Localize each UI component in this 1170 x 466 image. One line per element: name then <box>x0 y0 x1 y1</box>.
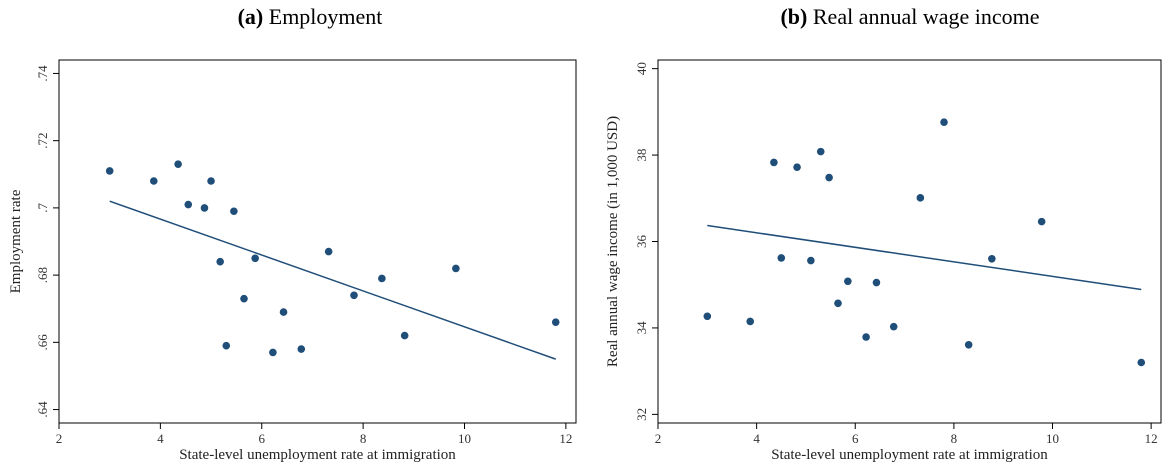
panel-b-data-point <box>889 322 898 331</box>
panel-b-data-point <box>872 278 881 287</box>
panel-a-x-axis-label: State-level unemployment rate at immigra… <box>179 447 456 463</box>
panel-b-data-point <box>825 173 833 182</box>
panel-a-y-tick-label: .68 <box>35 267 50 283</box>
panel-a-y-tick-label: .74 <box>35 65 50 82</box>
panel-a-data-point <box>200 204 209 212</box>
panel-a-tag: (a) <box>237 4 264 29</box>
panel-a-data-point <box>452 264 460 273</box>
panel-a-title-text: Employment <box>268 4 383 29</box>
panel-b-data-point <box>807 256 815 265</box>
panel-a-data-point <box>279 308 288 316</box>
panel-a-data-point <box>350 291 358 300</box>
panel-b-data-point <box>862 333 870 341</box>
panel-a-fit-line <box>109 200 556 360</box>
panel-a-data-point <box>184 200 193 209</box>
panel-a-y-tick-label: .66 <box>35 334 50 351</box>
panel-a-data-point <box>400 331 409 340</box>
panel-b-title: (b) Real annual wage income <box>660 4 1160 30</box>
panel-b-data-point <box>793 163 801 171</box>
panel-b-data-point <box>777 254 786 262</box>
panel-b-data-point <box>988 254 996 263</box>
panel-b-x-tick-label: 6 <box>852 431 859 446</box>
panel-a-x-tick-label: 12 <box>559 431 572 446</box>
panel-a-data-point <box>551 318 560 326</box>
panel-a-data-point <box>149 177 158 185</box>
panel-b-y-axis-label: Real annual wage income (in 1,000 USD) <box>605 116 621 367</box>
panel-b-data-point <box>964 340 973 349</box>
panel-a-x-tick-label: 4 <box>157 431 164 446</box>
panel-a-data-point <box>297 345 306 353</box>
panel-a-x-tick-label: 8 <box>360 431 367 446</box>
panel-b-data-point <box>1137 358 1146 367</box>
panel-a-data-point <box>174 160 182 168</box>
panel-a-plot-frame <box>58 59 577 424</box>
panel-a-y-tick-label: .7 <box>35 203 50 213</box>
panel-b-x-tick-label: 12 <box>1145 431 1158 446</box>
panel-a-title: (a) Employment <box>60 4 560 30</box>
panel-a-data-point <box>105 167 114 175</box>
panel-b-plot-frame <box>657 59 1162 424</box>
panel-b-data-point <box>916 194 925 202</box>
panel-b-data-point <box>816 147 825 156</box>
panel-a-data-point <box>230 207 238 216</box>
panel-b-title-text: Real annual wage income <box>812 4 1040 29</box>
panel-b-data-point <box>1037 217 1046 226</box>
panel-b-data-point <box>834 299 842 308</box>
panel-b-x-tick-label: 10 <box>1046 431 1059 446</box>
panel-a-y-axis-label: Employment rate <box>8 189 24 293</box>
panel-b-x-tick-label: 8 <box>951 431 958 446</box>
panel-b-data-point <box>844 277 852 286</box>
panel-b-x-tick-label: 4 <box>753 431 760 446</box>
panel-b-y-tick-label: 38 <box>634 149 649 162</box>
panel-b-data-point <box>703 312 712 321</box>
panel-a-y-tick-label: .64 <box>35 401 50 418</box>
panel-a-x-tick-label: 2 <box>56 431 63 446</box>
panel-a-data-point <box>207 177 215 185</box>
panel-b-data-point <box>940 118 948 127</box>
panel-a-data-point <box>240 294 248 303</box>
panel-a-x-tick-label: 6 <box>258 431 265 446</box>
panel-b-y-tick-label: 34 <box>634 321 649 335</box>
panel-b-y-tick-label: 36 <box>634 235 649 249</box>
panel-a-y-tick-label: .72 <box>35 133 50 149</box>
panel-a-data-point <box>378 274 386 283</box>
panel-b-y-tick-label: 40 <box>634 62 649 75</box>
panel-a-data-point <box>269 348 277 357</box>
panel-b-fit-line <box>707 224 1142 291</box>
panel-b-x-tick-label: 2 <box>655 431 662 446</box>
panel-b-y-tick-label: 32 <box>634 408 649 421</box>
panel-b-tag: (b) <box>780 4 808 29</box>
panel-a-data-point <box>222 341 231 350</box>
panel-b-x-axis-label: State-level unemployment rate at immigra… <box>771 447 1048 463</box>
panel-a-data-point <box>324 247 333 256</box>
panel-a-data-point <box>251 254 259 263</box>
panel-b-data-point <box>770 158 778 167</box>
panel-a-x-tick-label: 10 <box>458 431 471 446</box>
panel-a-data-point <box>216 257 224 266</box>
panel-b-data-point <box>746 317 755 326</box>
